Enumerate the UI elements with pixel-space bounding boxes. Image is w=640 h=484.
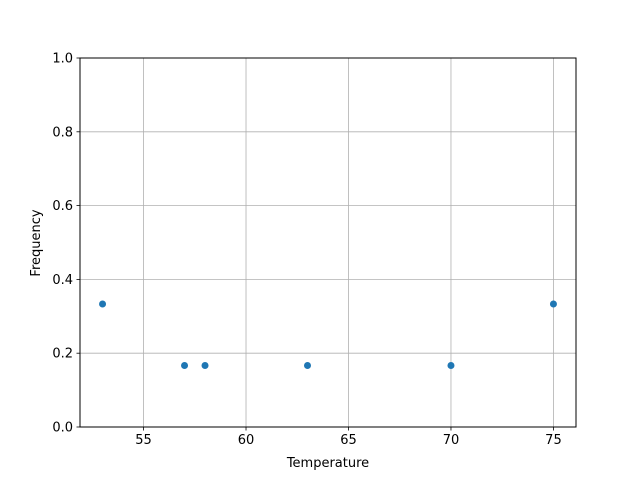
y-tick-label: 0.2 bbox=[52, 347, 73, 362]
x-axis-label: Temperature bbox=[286, 456, 369, 471]
x-tick-label: 55 bbox=[135, 433, 152, 448]
data-point bbox=[99, 300, 107, 308]
plot-frame bbox=[79, 57, 577, 428]
y-tick-label: 0.8 bbox=[52, 125, 73, 140]
data-point bbox=[447, 361, 455, 369]
x-tick-label: 65 bbox=[340, 433, 357, 448]
data-point bbox=[181, 361, 189, 369]
data-point bbox=[201, 361, 209, 369]
y-tick-label: 0.6 bbox=[52, 199, 73, 214]
data-points bbox=[99, 300, 557, 369]
ticks: 55 60 65 70 75 0.0 0.2 0.4 0.6 0.8 1.0 bbox=[52, 52, 561, 449]
x-tick-label: 70 bbox=[443, 433, 460, 448]
x-tick-label: 60 bbox=[238, 433, 255, 448]
y-tick-label: 0.0 bbox=[52, 421, 73, 436]
y-tick-label: 1.0 bbox=[52, 52, 73, 67]
grid bbox=[80, 57, 576, 428]
data-point bbox=[549, 300, 557, 308]
y-axis-label: Frequency bbox=[29, 209, 44, 276]
data-point bbox=[304, 361, 312, 369]
y-tick-label: 0.4 bbox=[52, 273, 73, 288]
x-tick-label: 75 bbox=[545, 433, 562, 448]
